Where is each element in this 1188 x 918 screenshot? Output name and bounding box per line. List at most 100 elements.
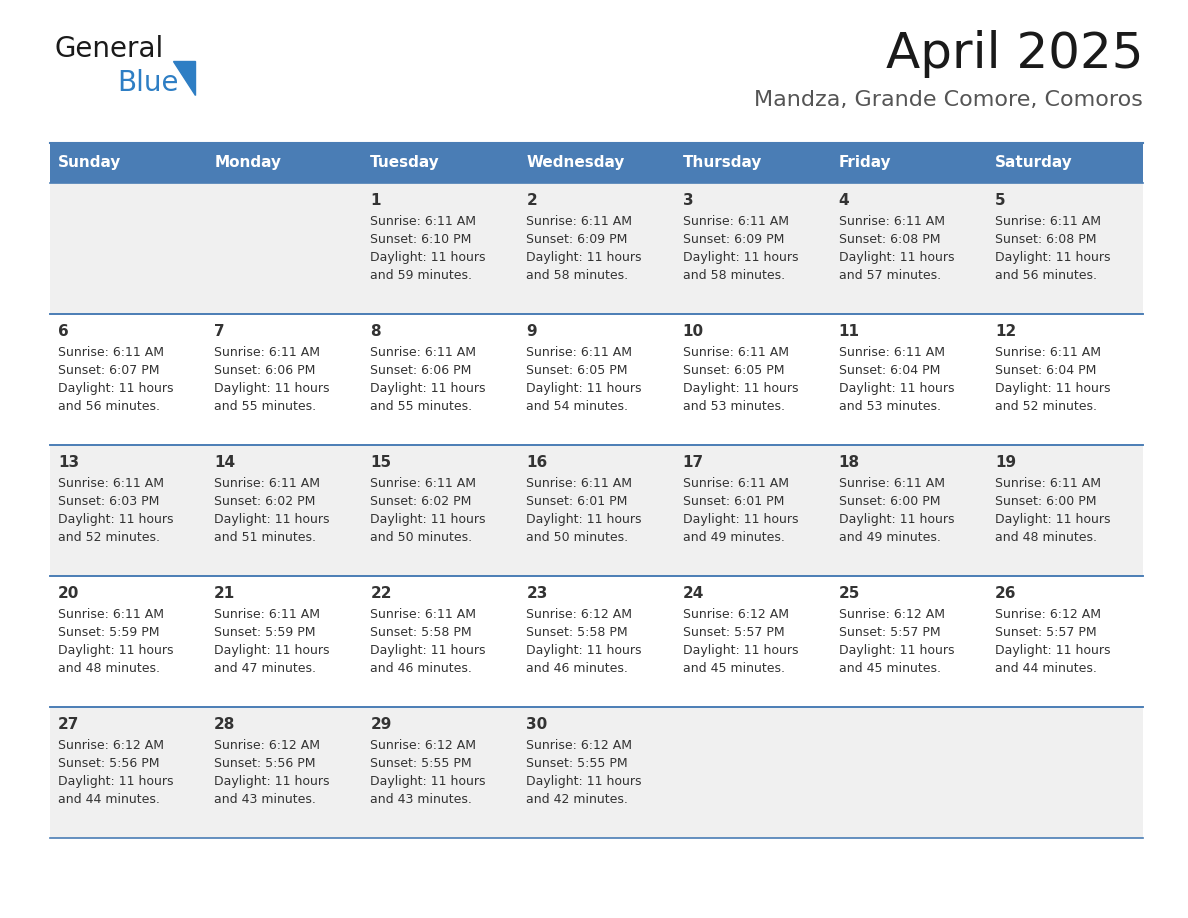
Text: and 42 minutes.: and 42 minutes. [526, 793, 628, 806]
Text: 2: 2 [526, 193, 537, 208]
Text: 8: 8 [371, 324, 381, 339]
Bar [207, 143, 362, 183]
Text: Monday: Monday [214, 155, 282, 171]
Text: Daylight: 11 hours: Daylight: 11 hours [839, 251, 954, 264]
Text: Tuesday: Tuesday [371, 155, 440, 171]
Text: Sunset: 6:10 PM: Sunset: 6:10 PM [371, 233, 472, 246]
Text: Daylight: 11 hours: Daylight: 11 hours [839, 513, 954, 526]
Text: and 59 minutes.: and 59 minutes. [371, 269, 473, 282]
Text: Daylight: 11 hours: Daylight: 11 hours [214, 775, 329, 788]
Text: Daylight: 11 hours: Daylight: 11 hours [526, 513, 642, 526]
Text: 7: 7 [214, 324, 225, 339]
Text: 28: 28 [214, 717, 235, 732]
Text: Daylight: 11 hours: Daylight: 11 hours [371, 513, 486, 526]
Text: and 49 minutes.: and 49 minutes. [683, 531, 784, 544]
Bar [362, 143, 518, 183]
Text: and 56 minutes.: and 56 minutes. [994, 269, 1097, 282]
Text: 18: 18 [839, 455, 860, 470]
Text: 12: 12 [994, 324, 1016, 339]
Text: Sunrise: 6:12 AM: Sunrise: 6:12 AM [994, 608, 1101, 621]
Text: Friday: Friday [839, 155, 891, 171]
Text: Sunset: 6:06 PM: Sunset: 6:06 PM [371, 364, 472, 377]
Text: 13: 13 [58, 455, 80, 470]
Text: Sunset: 5:59 PM: Sunset: 5:59 PM [58, 626, 159, 639]
Text: and 50 minutes.: and 50 minutes. [371, 531, 473, 544]
Text: Daylight: 11 hours: Daylight: 11 hours [526, 382, 642, 395]
Text: Mandza, Grande Comore, Comoros: Mandza, Grande Comore, Comoros [754, 90, 1143, 110]
Text: Daylight: 11 hours: Daylight: 11 hours [994, 382, 1111, 395]
Text: Saturday: Saturday [994, 155, 1073, 171]
Text: Sunrise: 6:11 AM: Sunrise: 6:11 AM [683, 477, 789, 490]
Text: Sunday: Sunday [58, 155, 121, 171]
Text: and 53 minutes.: and 53 minutes. [683, 400, 784, 413]
Text: Sunset: 6:02 PM: Sunset: 6:02 PM [214, 495, 316, 508]
Bar [50, 576, 1143, 707]
Text: Sunrise: 6:12 AM: Sunrise: 6:12 AM [214, 739, 320, 752]
Text: Daylight: 11 hours: Daylight: 11 hours [214, 382, 329, 395]
Bar [830, 143, 987, 183]
Text: Sunset: 6:03 PM: Sunset: 6:03 PM [58, 495, 159, 508]
Text: Sunset: 5:57 PM: Sunset: 5:57 PM [839, 626, 941, 639]
Text: Sunset: 5:59 PM: Sunset: 5:59 PM [214, 626, 316, 639]
Text: 22: 22 [371, 586, 392, 601]
Text: and 50 minutes.: and 50 minutes. [526, 531, 628, 544]
Text: 15: 15 [371, 455, 391, 470]
Text: Daylight: 11 hours: Daylight: 11 hours [58, 775, 173, 788]
Text: Thursday: Thursday [683, 155, 762, 171]
Text: Sunrise: 6:11 AM: Sunrise: 6:11 AM [526, 215, 632, 228]
Text: Daylight: 11 hours: Daylight: 11 hours [58, 382, 173, 395]
Text: 30: 30 [526, 717, 548, 732]
Text: Daylight: 11 hours: Daylight: 11 hours [683, 644, 798, 657]
Text: Sunset: 6:05 PM: Sunset: 6:05 PM [526, 364, 628, 377]
Bar [50, 445, 1143, 576]
Text: Daylight: 11 hours: Daylight: 11 hours [839, 382, 954, 395]
Text: and 49 minutes.: and 49 minutes. [839, 531, 941, 544]
Text: Daylight: 11 hours: Daylight: 11 hours [58, 644, 173, 657]
Text: Daylight: 11 hours: Daylight: 11 hours [526, 251, 642, 264]
Text: Sunset: 5:58 PM: Sunset: 5:58 PM [371, 626, 472, 639]
Text: Sunrise: 6:11 AM: Sunrise: 6:11 AM [839, 346, 944, 359]
Text: Sunrise: 6:11 AM: Sunrise: 6:11 AM [214, 608, 320, 621]
Text: Sunrise: 6:11 AM: Sunrise: 6:11 AM [371, 477, 476, 490]
Text: Sunrise: 6:11 AM: Sunrise: 6:11 AM [371, 346, 476, 359]
Text: and 52 minutes.: and 52 minutes. [994, 400, 1097, 413]
Text: 19: 19 [994, 455, 1016, 470]
Text: Daylight: 11 hours: Daylight: 11 hours [371, 644, 486, 657]
Text: 1: 1 [371, 193, 381, 208]
Text: 14: 14 [214, 455, 235, 470]
Text: 6: 6 [58, 324, 69, 339]
Text: Sunrise: 6:11 AM: Sunrise: 6:11 AM [839, 477, 944, 490]
Text: Daylight: 11 hours: Daylight: 11 hours [994, 251, 1111, 264]
Text: 24: 24 [683, 586, 704, 601]
Text: Daylight: 11 hours: Daylight: 11 hours [683, 251, 798, 264]
Text: and 58 minutes.: and 58 minutes. [526, 269, 628, 282]
Text: and 58 minutes.: and 58 minutes. [683, 269, 785, 282]
Text: Blue: Blue [116, 69, 178, 97]
Text: and 48 minutes.: and 48 minutes. [994, 531, 1097, 544]
Text: Sunset: 6:08 PM: Sunset: 6:08 PM [994, 233, 1097, 246]
Text: Daylight: 11 hours: Daylight: 11 hours [214, 513, 329, 526]
Text: Sunset: 6:02 PM: Sunset: 6:02 PM [371, 495, 472, 508]
Text: and 46 minutes.: and 46 minutes. [526, 662, 628, 675]
Text: Daylight: 11 hours: Daylight: 11 hours [371, 775, 486, 788]
Text: 17: 17 [683, 455, 703, 470]
Text: Daylight: 11 hours: Daylight: 11 hours [58, 513, 173, 526]
Text: Sunset: 5:56 PM: Sunset: 5:56 PM [58, 757, 159, 770]
Text: Sunset: 6:06 PM: Sunset: 6:06 PM [214, 364, 316, 377]
Text: Sunrise: 6:12 AM: Sunrise: 6:12 AM [371, 739, 476, 752]
Text: Sunrise: 6:11 AM: Sunrise: 6:11 AM [994, 215, 1101, 228]
Text: Daylight: 11 hours: Daylight: 11 hours [526, 644, 642, 657]
Text: Sunset: 6:00 PM: Sunset: 6:00 PM [994, 495, 1097, 508]
Bar [50, 183, 1143, 314]
Text: Sunrise: 6:11 AM: Sunrise: 6:11 AM [994, 346, 1101, 359]
Text: Sunrise: 6:11 AM: Sunrise: 6:11 AM [683, 215, 789, 228]
Text: Daylight: 11 hours: Daylight: 11 hours [994, 644, 1111, 657]
Text: and 55 minutes.: and 55 minutes. [214, 400, 316, 413]
Text: Sunset: 6:09 PM: Sunset: 6:09 PM [526, 233, 627, 246]
Text: and 48 minutes.: and 48 minutes. [58, 662, 160, 675]
Bar [50, 143, 207, 183]
Text: Sunrise: 6:11 AM: Sunrise: 6:11 AM [526, 477, 632, 490]
Text: 4: 4 [839, 193, 849, 208]
Text: 3: 3 [683, 193, 693, 208]
Text: Sunrise: 6:11 AM: Sunrise: 6:11 AM [214, 477, 320, 490]
